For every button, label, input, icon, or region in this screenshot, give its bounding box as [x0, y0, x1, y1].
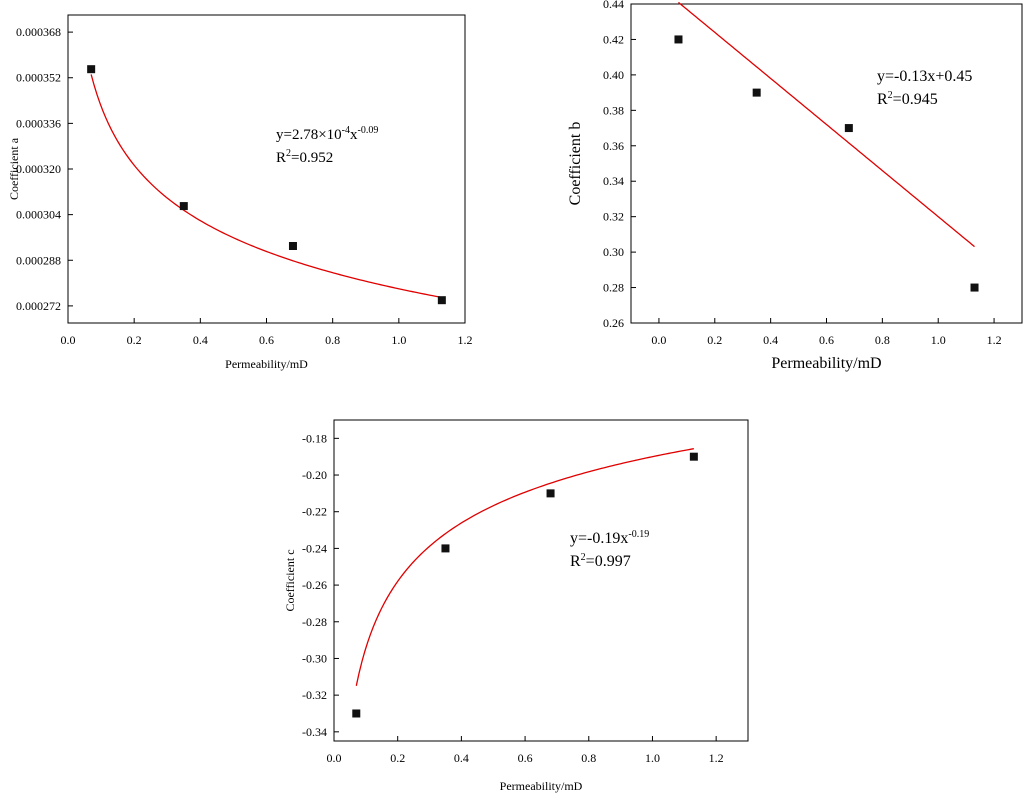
- fit-equation: y=2.78×10-4x-0.09: [276, 125, 378, 143]
- data-point: [87, 65, 96, 74]
- y-tick-label: 0.000304: [16, 208, 61, 222]
- chart-panel-1: 0.0 0.2 0.4 0.6 0.8 1.0 1.2 0.000272 0.000288 0.0…: [7, 14, 473, 371]
- x-tick-label: 1.0: [931, 333, 946, 347]
- y-tick-label: 0.30: [603, 245, 624, 259]
- x-tick-label: 0.4: [454, 751, 469, 765]
- x-tick-label: 1.2: [987, 333, 1002, 347]
- x-tick-label: 0.6: [518, 751, 533, 765]
- x-tick-label: 0.0: [61, 333, 76, 347]
- x-tick-label: 0.0: [651, 333, 666, 347]
- y-tick-label: 0.42: [603, 32, 624, 46]
- plot-frame: [630, 3, 1023, 324]
- r-squared: R2=0.952: [276, 148, 333, 166]
- x-tick-label: 0.6: [259, 333, 274, 347]
- y-tick-label: 0.44: [603, 0, 624, 11]
- y-tick-label: 0.000352: [16, 71, 61, 85]
- y-tick-label: 0.40: [603, 68, 624, 82]
- x-tick-label: 0.4: [763, 333, 778, 347]
- x-axis-label: Permeability/mD: [500, 779, 583, 793]
- fit-equation: y=-0.13x+0.45: [877, 68, 972, 85]
- data-point: [674, 35, 683, 44]
- y-tick-label: 0.000320: [16, 162, 61, 176]
- y-tick-label: -0.24: [302, 541, 327, 555]
- y-tick-label: 0.36: [603, 139, 624, 153]
- y-tick-label: 0.32: [603, 210, 624, 224]
- x-tick-label: 0.8: [325, 333, 340, 347]
- data-point: [352, 709, 361, 718]
- x-tick-label: 0.8: [875, 333, 890, 347]
- x-axis-label: Permeability/mD: [225, 357, 308, 371]
- y-tick-label: 0.26: [603, 316, 624, 330]
- y-tick-label: -0.28: [302, 615, 327, 629]
- y-tick-label: 0.34: [603, 174, 624, 188]
- x-tick-label: 0.2: [127, 333, 142, 347]
- y-tick-label: -0.34: [302, 725, 327, 739]
- r-squared: R2=0.945: [877, 90, 938, 108]
- fit-line: [355, 448, 694, 686]
- y-tick-label: -0.20: [302, 468, 327, 482]
- fit-line: [678, 1, 975, 248]
- y-axis-label: Coefficient a: [7, 137, 21, 200]
- plot-frame: [67, 14, 466, 324]
- x-tick-label: 0.0: [327, 751, 342, 765]
- plot-frame: [333, 419, 749, 742]
- data-point: [441, 544, 450, 553]
- data-point: [179, 202, 188, 211]
- x-tick-label: 0.2: [707, 333, 722, 347]
- chart-panel-2: 0.0 0.2 0.4 0.6 0.8 1.0 1.2 0.26 0.28 0.30 0.32 0.3…: [567, 0, 1023, 372]
- y-tick-label: 0.000288: [16, 253, 61, 267]
- fit-equation: y=-0.19x-0.19: [570, 529, 649, 547]
- x-tick-label: 0.8: [581, 751, 596, 765]
- x-axis-label: Permeability/mD: [771, 355, 881, 372]
- y-tick-label: 0.000272: [16, 299, 61, 313]
- data-point: [689, 452, 698, 461]
- x-tick-label: 1.2: [709, 751, 724, 765]
- data-point: [752, 88, 761, 97]
- y-tick-label: 0.38: [603, 103, 624, 117]
- y-tick-label: 0.000336: [16, 116, 61, 130]
- y-tick-label: 0.28: [603, 281, 624, 295]
- y-tick-label: -0.18: [302, 431, 327, 445]
- x-tick-label: 1.2: [458, 333, 473, 347]
- r-squared: R2=0.997: [570, 552, 631, 570]
- data-point: [288, 242, 297, 250]
- data-point: [437, 296, 446, 305]
- x-tick-label: 1.0: [645, 751, 660, 765]
- y-axis-label: Coefficient c: [283, 549, 297, 611]
- x-tick-label: 0.6: [819, 333, 834, 347]
- data-point: [844, 124, 853, 133]
- x-tick-label: 0.4: [193, 333, 208, 347]
- y-tick-label: 0.000368: [16, 25, 61, 39]
- y-tick-label: -0.26: [302, 578, 327, 592]
- fit-line: [90, 74, 442, 299]
- x-tick-label: 0.2: [390, 751, 405, 765]
- chart-panel-3: 0.0 0.2 0.4 0.6 0.8 1.0 1.2 -0.34 -0.32 -0.30 -0.2…: [283, 419, 749, 793]
- data-point: [546, 489, 555, 498]
- y-axis-label: Coefficient b: [567, 122, 584, 206]
- x-tick-label: 1.0: [391, 333, 406, 347]
- y-tick-label: -0.22: [302, 505, 327, 519]
- y-tick-label: -0.30: [302, 651, 327, 665]
- data-point: [970, 283, 979, 292]
- y-tick-label: -0.32: [302, 688, 327, 702]
